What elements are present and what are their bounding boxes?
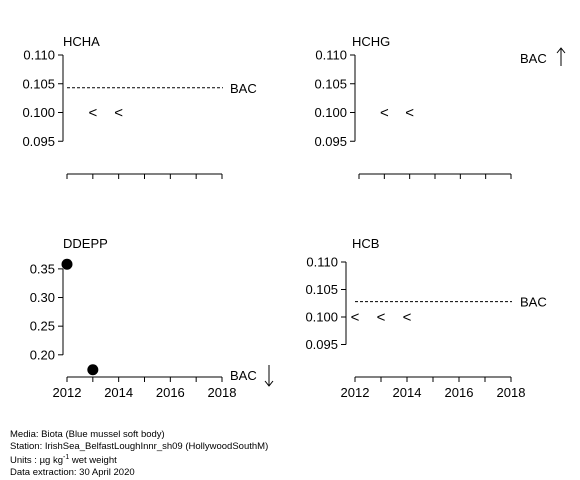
y-tick-label: 0.100	[22, 105, 55, 120]
data-point	[61, 258, 73, 270]
panel-title: HCB	[352, 236, 379, 251]
y-tick-label: 0.100	[305, 310, 338, 325]
x-tick-label: 2014	[104, 385, 133, 400]
less-than-marker: <	[380, 105, 389, 122]
y-tick-label: 0.110	[315, 48, 347, 63]
less-than-marker: <	[88, 105, 97, 122]
y-tick-label: 0.110	[23, 48, 55, 63]
y-tick-label: 0.105	[305, 282, 338, 297]
data-point	[87, 364, 99, 376]
bac-label: BAC	[520, 295, 547, 310]
y-tick-label: 0.25	[30, 319, 55, 334]
y-tick-label: 0.110	[306, 255, 338, 270]
y-tick-label: 0.105	[314, 76, 347, 91]
bac-label: BAC	[520, 51, 547, 66]
y-tick-label: 0.105	[22, 76, 55, 91]
footer-extraction: Data extraction: 30 April 2020	[10, 466, 135, 478]
x-tick-label: 2016	[445, 385, 474, 400]
bac-label: BAC	[230, 368, 257, 383]
x-tick-label: 2018	[497, 385, 526, 400]
panel-title: HCHA	[63, 34, 100, 49]
bac-label: BAC	[230, 81, 257, 96]
panel-title: DDEPP	[63, 236, 108, 251]
footer-units-mu: µg kg	[39, 455, 63, 467]
less-than-marker: <	[403, 309, 412, 326]
x-tick-label: 2012	[341, 385, 370, 400]
less-than-marker: <	[114, 105, 123, 122]
less-than-marker: <	[351, 309, 360, 326]
footer-units-sup: -1	[63, 454, 70, 461]
panel-title: HCHG	[352, 34, 390, 49]
less-than-marker: <	[377, 309, 386, 326]
x-tick-label: 2016	[156, 385, 185, 400]
chart-footer: Media: Biota (Blue mussel soft body) Sta…	[10, 429, 268, 478]
footer-units-prefix: Units :	[10, 455, 40, 467]
less-than-marker: <	[405, 105, 414, 122]
footer-station: Station: IrishSea_BelfastLoughInnr_sh09 …	[10, 440, 269, 452]
bac-up-arrow-head	[556, 47, 566, 54]
y-tick-label: 0.20	[30, 347, 55, 362]
x-tick-label: 2012	[53, 385, 82, 400]
x-tick-label: 2018	[208, 385, 237, 400]
y-tick-label: 0.095	[314, 134, 347, 149]
y-tick-label: 0.30	[30, 290, 55, 305]
bac-down-arrow-head	[264, 380, 274, 387]
footer-units-suffix: wet weight	[69, 455, 117, 467]
y-tick-label: 0.35	[30, 261, 55, 276]
footer-units: Units : µg kg-1 wet weight	[10, 452, 268, 467]
y-tick-label: 0.095	[305, 337, 338, 352]
x-tick-label: 2014	[393, 385, 422, 400]
footer-media: Media: Biota (Blue mussel soft body)	[10, 429, 165, 440]
y-tick-label: 0.100	[314, 105, 347, 120]
y-tick-label: 0.095	[22, 134, 55, 149]
